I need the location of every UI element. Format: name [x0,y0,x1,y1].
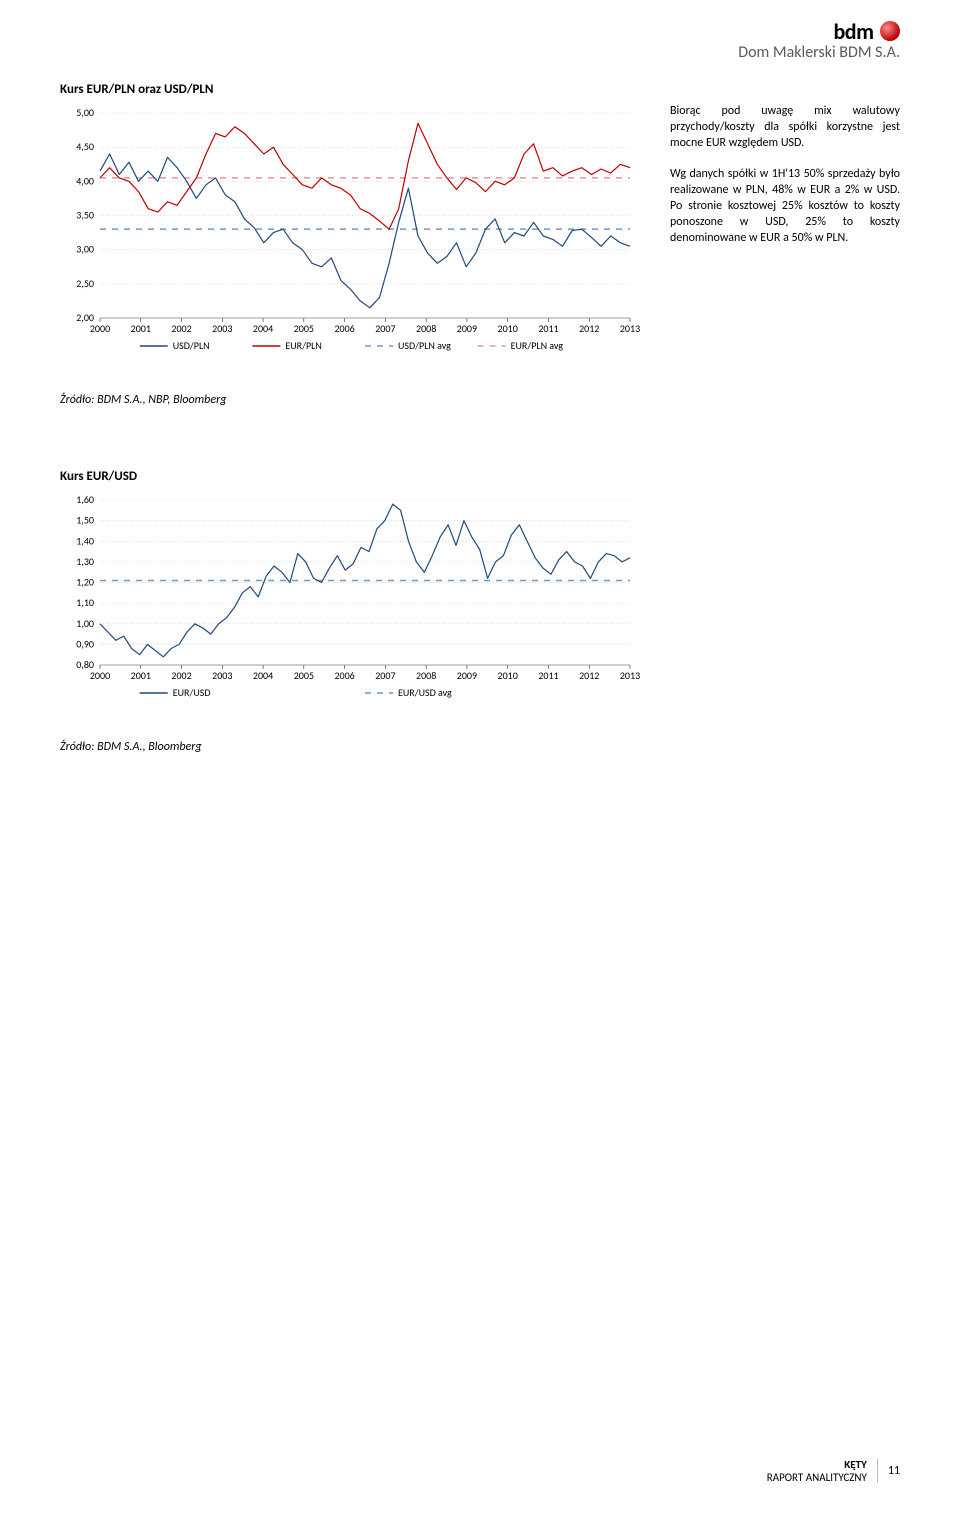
svg-text:1,50: 1,50 [76,514,94,527]
svg-text:2006: 2006 [334,669,354,682]
svg-text:1,40: 1,40 [76,534,94,547]
svg-text:2012: 2012 [579,669,599,682]
chart1-source: Źródło: BDM S.A., NBP, Bloomberg [60,393,900,407]
svg-text:2006: 2006 [334,322,354,335]
svg-text:2007: 2007 [375,322,395,335]
svg-text:2002: 2002 [171,322,191,335]
svg-text:2009: 2009 [457,669,477,682]
chart2-title: Kurs EUR/USD [60,469,900,484]
svg-text:2,50: 2,50 [76,277,94,290]
svg-text:2010: 2010 [498,322,518,335]
svg-text:3,50: 3,50 [76,209,94,222]
svg-text:0,90: 0,90 [76,637,94,650]
svg-text:2004: 2004 [253,669,273,682]
svg-text:1,60: 1,60 [76,493,94,506]
svg-text:1,20: 1,20 [76,576,94,589]
logo-subtitle: Dom Maklerski BDM S.A. [738,43,900,62]
chart-eurusd: 0,800,901,001,101,201,301,401,501,602000… [60,490,640,732]
svg-text:USD/PLN: USD/PLN [173,339,210,352]
svg-text:2000: 2000 [90,669,110,682]
svg-text:USD/PLN avg: USD/PLN avg [398,339,451,352]
svg-text:2003: 2003 [212,322,232,335]
svg-text:2001: 2001 [131,322,151,335]
footer-company: KĘTY [767,1458,867,1471]
svg-text:1,00: 1,00 [76,617,94,630]
svg-text:2013: 2013 [620,669,640,682]
svg-text:2008: 2008 [416,322,436,335]
svg-text:2005: 2005 [294,322,314,335]
footer-page: 11 [888,1464,900,1478]
svg-text:2011: 2011 [538,322,558,335]
svg-text:2011: 2011 [538,669,558,682]
svg-text:2001: 2001 [131,669,151,682]
svg-text:1,10: 1,10 [76,596,94,609]
svg-text:EUR/USD avg: EUR/USD avg [398,686,452,699]
svg-text:2009: 2009 [457,322,477,335]
svg-text:2002: 2002 [171,669,191,682]
svg-text:2003: 2003 [212,669,232,682]
svg-text:1,30: 1,30 [76,555,94,568]
svg-text:2007: 2007 [375,669,395,682]
svg-text:4,00: 4,00 [76,174,94,187]
commentary-block: Biorąc pod uwagę mix walutowy przychody/… [640,103,900,385]
svg-text:2012: 2012 [579,322,599,335]
svg-text:EUR/USD: EUR/USD [173,686,211,699]
svg-text:3,00: 3,00 [76,243,94,256]
chart2-source: Źródło: BDM S.A., Bloomberg [60,740,900,754]
svg-text:2010: 2010 [498,669,518,682]
svg-text:4,50: 4,50 [76,140,94,153]
svg-text:2004: 2004 [253,322,273,335]
svg-text:2005: 2005 [294,669,314,682]
svg-text:2013: 2013 [620,322,640,335]
commentary-p2: Wg danych spółki w 1H'13 50% sprzedaży b… [670,166,900,247]
logo-text: bdm [834,18,874,45]
svg-text:EUR/PLN avg: EUR/PLN avg [511,339,564,352]
footer-doc: RAPORT ANALITYCZNY [767,1471,867,1484]
brand-logo: bdm Dom Maklerski BDM S.A. [738,18,900,62]
chart1-title: Kurs EUR/PLN oraz USD/PLN [60,82,900,97]
svg-text:2008: 2008 [416,669,436,682]
commentary-p1: Biorąc pod uwagę mix walutowy przychody/… [670,103,900,152]
svg-text:5,00: 5,00 [76,106,94,119]
chart-eurpln-usdpln: 2,002,503,003,504,004,505,00200020012002… [60,103,640,385]
svg-text:2000: 2000 [90,322,110,335]
svg-text:EUR/PLN: EUR/PLN [285,339,321,352]
page-footer: KĘTY RAPORT ANALITYCZNY 11 [767,1458,900,1484]
logo-mark-icon [880,21,900,41]
